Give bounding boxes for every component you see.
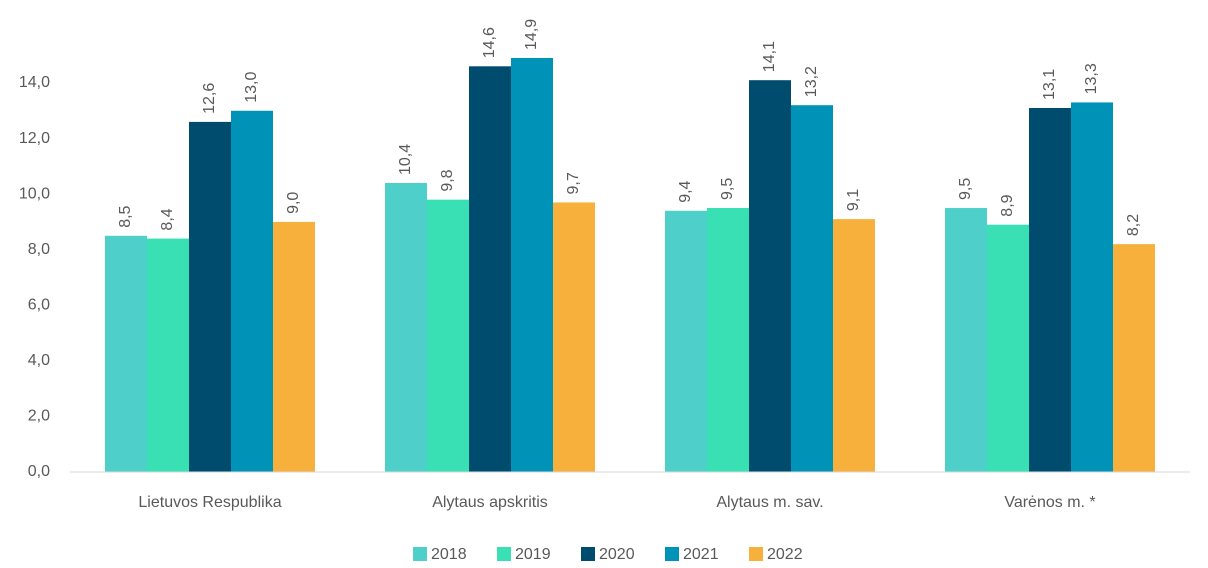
legend-swatch — [581, 547, 595, 561]
legend-label: 2018 — [431, 546, 467, 563]
bar — [231, 110, 273, 472]
value-label: 9,0 — [285, 192, 302, 214]
legend-swatch — [497, 547, 511, 561]
value-label: 9,4 — [677, 180, 694, 202]
bar — [469, 66, 511, 473]
bar — [1113, 244, 1155, 472]
bar — [1029, 107, 1071, 472]
bar — [511, 57, 553, 473]
value-label: 13,0 — [243, 72, 260, 103]
legend-swatch — [749, 547, 763, 561]
bar — [833, 219, 875, 472]
value-label: 12,6 — [201, 83, 218, 114]
y-tick-label: 14,0 — [19, 74, 50, 91]
bar — [385, 183, 427, 472]
legend-label: 2021 — [683, 546, 719, 563]
value-label: 13,1 — [1041, 69, 1058, 100]
bar — [147, 238, 189, 472]
value-label: 8,9 — [999, 194, 1016, 216]
value-label: 9,7 — [565, 172, 582, 194]
legend-label: 2020 — [599, 546, 635, 563]
bar — [427, 199, 469, 472]
value-label: 9,8 — [439, 169, 456, 191]
value-label: 9,1 — [845, 189, 862, 211]
legend-label: 2019 — [515, 546, 551, 563]
legend-swatch — [413, 547, 427, 561]
y-tick-label: 2,0 — [28, 408, 50, 425]
y-tick-label: 12,0 — [19, 130, 50, 147]
value-label: 9,5 — [957, 178, 974, 200]
bar — [945, 208, 987, 473]
value-label: 14,1 — [761, 41, 778, 72]
value-label: 8,4 — [159, 208, 176, 230]
value-label: 8,5 — [117, 205, 134, 227]
bar — [749, 80, 791, 472]
bar — [189, 121, 231, 472]
value-label: 13,2 — [803, 66, 820, 97]
x-tick-label: Varėnos m. * — [1004, 494, 1095, 511]
value-label: 10,4 — [397, 144, 414, 175]
value-label: 14,6 — [481, 27, 498, 58]
value-label: 9,5 — [719, 178, 736, 200]
bar — [791, 105, 833, 472]
bar — [273, 221, 315, 472]
y-tick-label: 8,0 — [28, 241, 50, 258]
y-tick-label: 10,0 — [19, 185, 50, 202]
bar — [665, 210, 707, 473]
bar — [553, 202, 595, 472]
y-tick-label: 4,0 — [28, 352, 50, 369]
legend-label: 2022 — [767, 546, 803, 563]
x-tick-label: Alytaus m. sav. — [716, 494, 823, 511]
y-tick-label: 0,0 — [28, 463, 50, 480]
bar — [105, 235, 147, 472]
x-tick-label: Alytaus apskritis — [432, 494, 548, 511]
x-tick-label: Lietuvos Respublika — [138, 494, 281, 511]
bar — [987, 224, 1029, 472]
y-tick-label: 6,0 — [28, 296, 50, 313]
legend-swatch — [665, 547, 679, 561]
value-label: 8,2 — [1125, 214, 1142, 236]
bar — [1071, 102, 1113, 473]
bar — [707, 208, 749, 473]
value-label: 13,3 — [1083, 63, 1100, 94]
value-label: 14,9 — [523, 19, 540, 50]
